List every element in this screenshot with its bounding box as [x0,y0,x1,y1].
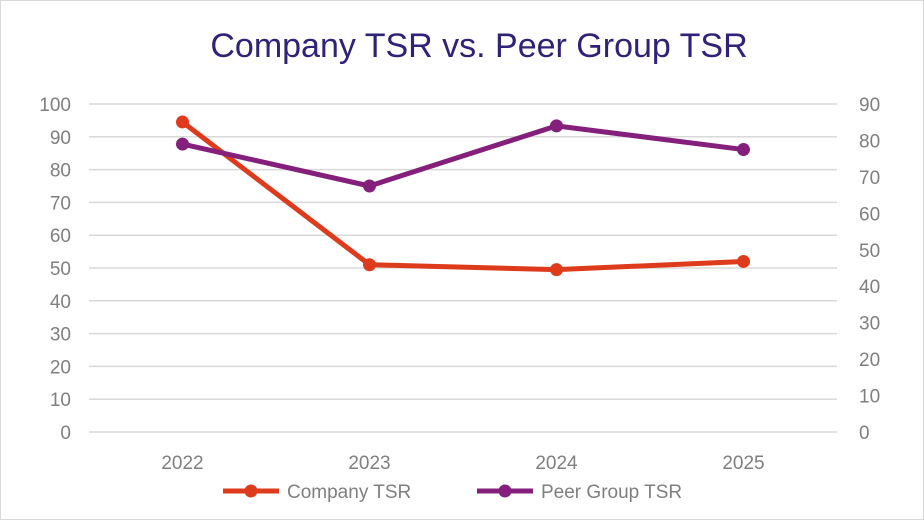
y-left-tick-label: 80 [50,161,71,182]
y-right-tick-label: 10 [859,387,880,408]
data-point [737,143,750,157]
y-right-tick-label: 0 [859,423,870,444]
y-left-tick-label: 70 [50,193,71,214]
x-tick-label: 2023 [348,453,390,474]
y-right-tick-label: 70 [859,168,880,189]
legend-label: Peer Group TSR [541,482,682,503]
legend-marker [244,484,258,498]
x-tick-label: 2025 [722,453,764,474]
y-left-tick-label: 90 [50,128,71,149]
y-left-tick-label: 30 [50,325,71,346]
legend-marker [498,484,512,498]
y-left-tick-label: 20 [50,357,71,378]
legend: Company TSR Peer Group TSR [223,482,682,503]
y-right-tick-label: 60 [859,204,880,225]
x-tick-label: 2024 [535,453,578,474]
series-2 [176,119,750,193]
y-axis-right-ticks: 0 10 20 30 40 50 60 70 80 90 [859,95,880,444]
y-left-tick-label: 0 [60,423,71,444]
series-layer [176,115,750,277]
y-right-tick-label: 50 [859,241,880,262]
y-right-tick-label: 90 [859,95,880,116]
series-1 [176,115,750,277]
data-point [363,258,376,272]
y-right-tick-label: 20 [859,350,880,371]
y-left-tick-label: 10 [50,390,71,411]
y-right-tick-label: 40 [859,277,880,298]
data-point [737,254,750,268]
data-point [176,137,189,151]
legend-item: Peer Group TSR [477,482,682,503]
y-left-tick-label: 40 [50,292,71,313]
y-left-tick-label: 100 [39,95,71,116]
data-point [550,119,563,133]
y-axis-left-ticks: 0 10 20 30 40 50 60 70 80 90 100 [39,95,71,444]
y-right-tick-label: 80 [859,131,880,152]
x-axis-ticks: 2022 2023 2024 2025 [161,453,764,474]
x-tick-label: 2022 [161,453,203,474]
y-left-tick-label: 60 [50,226,71,247]
series-line [180,123,746,189]
data-point [176,115,189,129]
y-right-tick-label: 30 [859,314,880,335]
data-point [363,179,376,193]
legend-label: Company TSR [287,482,411,503]
data-point [550,263,563,277]
series-line [180,119,746,273]
legend-item: Company TSR [223,482,411,503]
chart-title: Company TSR vs. Peer Group TSR [210,27,747,65]
y-left-tick-label: 50 [50,259,71,280]
